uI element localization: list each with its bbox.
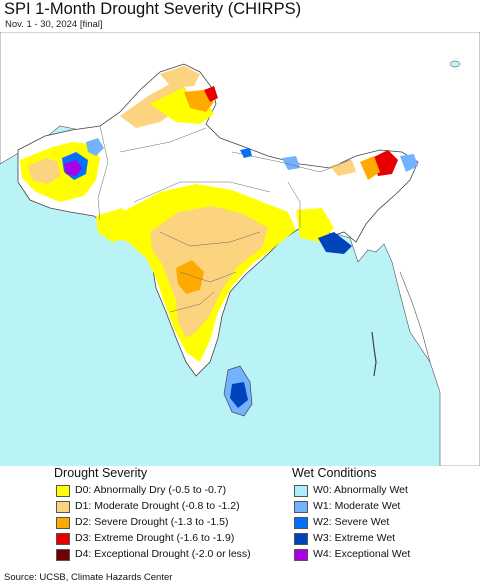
map-title: SPI 1-Month Drought Severity (CHIRPS)	[4, 0, 302, 18]
w1-east	[282, 156, 300, 170]
legend-label-d2: D2: Severe Drought (-1.3 to -1.5)	[75, 516, 229, 528]
drought-legend-heading: Drought Severity	[54, 466, 148, 480]
d1-bhutan	[330, 160, 356, 176]
w4-pakistan	[64, 160, 82, 176]
w1-northeast	[400, 154, 418, 172]
d1-central	[150, 206, 268, 332]
w3-bangladesh	[318, 232, 352, 254]
legend-label-w0: W0: Abnormally Wet	[313, 484, 408, 496]
legend-swatch-d2	[56, 517, 70, 529]
sri-lanka-w2	[230, 382, 248, 408]
legend-swatch-w4	[294, 549, 308, 561]
d0-gujarat	[96, 208, 134, 242]
legend-swatch-w3	[294, 533, 308, 545]
d2-northeast	[360, 156, 380, 180]
legend-swatch-d4	[56, 549, 70, 561]
d3-nepal	[204, 86, 218, 102]
legend-label-d0: D0: Abnormally Dry (-0.5 to -0.7)	[75, 484, 227, 496]
map-subtitle: Nov. 1 - 30, 2024 [final]	[5, 19, 103, 30]
east-coast-detail	[399, 271, 431, 363]
d1-west	[28, 158, 60, 184]
legend-swatch-d0	[56, 485, 70, 497]
legend-label-w3: W3: Extreme Wet	[313, 532, 396, 544]
w1-pakistan	[86, 138, 104, 156]
lake-north	[449, 60, 461, 68]
d1-kashmir	[160, 66, 200, 88]
d0-east	[296, 208, 334, 242]
legend-label-d1: D1: Moderate Drought (-0.8 to -1.2)	[75, 500, 240, 512]
legend-swatch-w1	[294, 501, 308, 513]
wet-legend-heading: Wet Conditions	[292, 466, 377, 480]
d2-north	[184, 90, 214, 112]
drought-map	[0, 32, 480, 466]
legend-label-w1: W1: Moderate Wet	[313, 500, 401, 512]
legend-swatch-d1	[56, 501, 70, 513]
andaman-islands	[371, 331, 377, 377]
legend-swatch-w0	[294, 485, 308, 497]
borders	[97, 125, 351, 313]
legend-swatch-w2	[294, 517, 308, 529]
legend-label-d4: D4: Exceptional Drought (-2.0 or less)	[75, 548, 251, 560]
d2-central	[176, 260, 204, 294]
source-credit: Source: UCSB, Climate Hazards Center	[4, 572, 173, 583]
legend-label-w2: W2: Severe Wet	[313, 516, 390, 528]
d1-south	[176, 296, 200, 338]
legend-swatch-d3	[56, 533, 70, 545]
legend-label-w4: W4: Exceptional Wet	[313, 548, 411, 560]
legend: Drought Severity Wet Conditions D0: Abno…	[0, 466, 480, 570]
legend-label-d3: D3: Extreme Drought (-1.6 to -1.9)	[75, 532, 235, 544]
